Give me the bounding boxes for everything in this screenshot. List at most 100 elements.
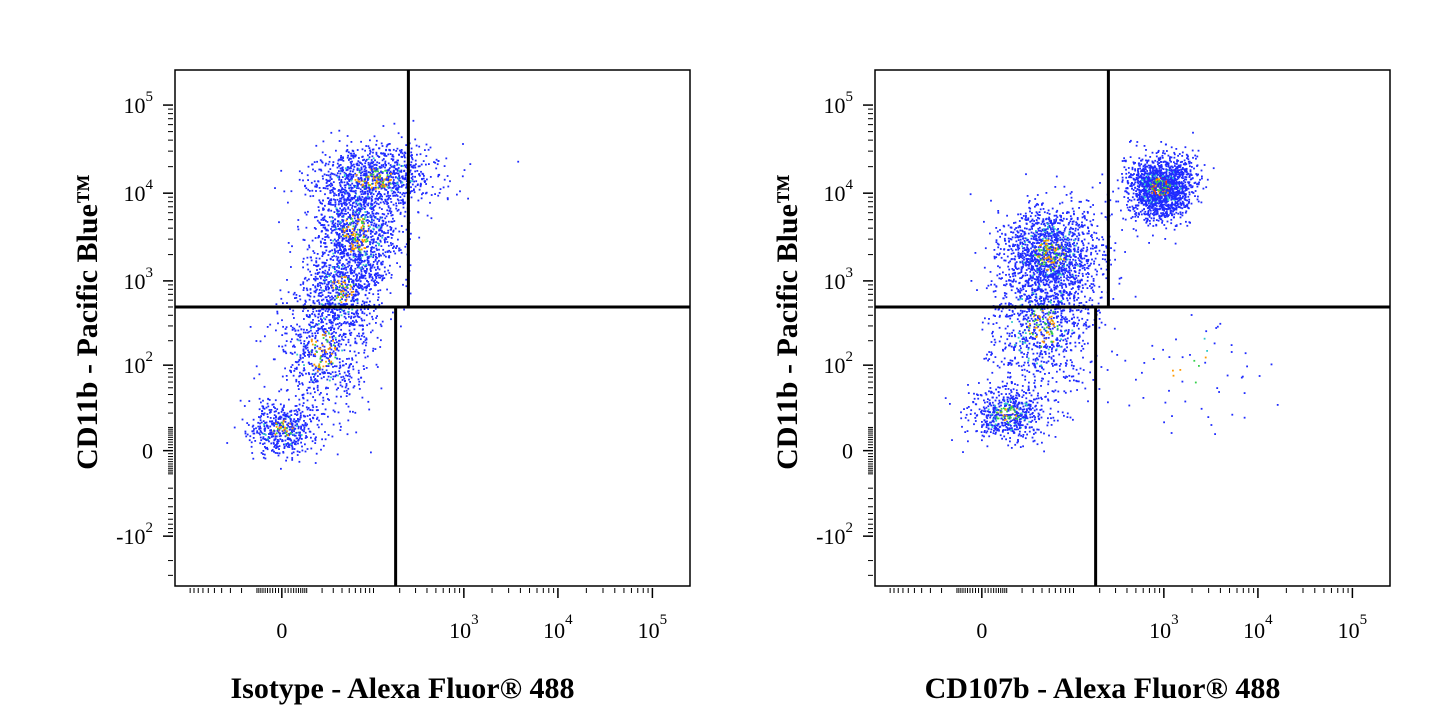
event-point bbox=[379, 201, 382, 204]
event-point bbox=[339, 259, 342, 262]
event-point bbox=[397, 199, 400, 202]
event-point bbox=[299, 414, 302, 417]
event-point bbox=[262, 399, 264, 402]
event-point bbox=[391, 187, 394, 189]
event-point bbox=[372, 206, 375, 209]
event-point bbox=[291, 428, 294, 431]
event-point bbox=[319, 347, 322, 350]
event-point bbox=[358, 213, 360, 215]
event-point bbox=[364, 254, 367, 256]
event-point bbox=[392, 217, 394, 220]
event-point bbox=[323, 216, 325, 219]
event-point bbox=[397, 132, 400, 135]
event-point bbox=[1169, 177, 1172, 180]
event-point bbox=[395, 204, 398, 207]
event-point bbox=[345, 239, 348, 242]
event-point bbox=[282, 426, 284, 428]
event-point bbox=[426, 178, 428, 181]
event-point bbox=[376, 175, 379, 178]
event-point bbox=[344, 283, 347, 286]
event-point bbox=[359, 190, 362, 193]
event-point bbox=[345, 213, 347, 215]
event-point bbox=[364, 162, 367, 165]
event-point bbox=[396, 198, 399, 201]
event-point bbox=[341, 275, 343, 277]
event-point bbox=[264, 447, 267, 450]
event-point bbox=[377, 282, 380, 284]
event-point bbox=[299, 354, 302, 357]
x-tick-label: 103 bbox=[449, 612, 479, 643]
event-point bbox=[305, 187, 308, 190]
event-point bbox=[327, 365, 330, 367]
event-point bbox=[266, 425, 268, 428]
event-point bbox=[384, 169, 387, 172]
event-point bbox=[349, 152, 352, 155]
event-point bbox=[310, 274, 313, 276]
event-point bbox=[342, 294, 345, 296]
event-point bbox=[1133, 210, 1136, 213]
event-point bbox=[365, 301, 368, 304]
event-point bbox=[275, 415, 277, 418]
event-point bbox=[309, 321, 312, 324]
event-point bbox=[293, 439, 296, 442]
event-point bbox=[1131, 205, 1134, 208]
event-point bbox=[385, 255, 387, 258]
event-point bbox=[367, 245, 369, 248]
event-point bbox=[355, 174, 358, 176]
event-point bbox=[366, 222, 369, 224]
event-point bbox=[370, 215, 373, 218]
event-point bbox=[338, 129, 341, 132]
event-point bbox=[380, 142, 383, 145]
event-point bbox=[355, 312, 358, 315]
event-point bbox=[369, 165, 372, 168]
event-point bbox=[336, 266, 338, 268]
event-point bbox=[349, 323, 352, 326]
event-point bbox=[327, 300, 330, 303]
event-point bbox=[333, 317, 336, 319]
event-point bbox=[275, 410, 277, 413]
event-point bbox=[306, 263, 309, 266]
event-point bbox=[263, 442, 266, 445]
event-point bbox=[354, 267, 357, 270]
event-point bbox=[357, 254, 360, 256]
event-point bbox=[387, 184, 390, 187]
event-point bbox=[357, 286, 359, 288]
event-point bbox=[328, 266, 331, 269]
event-point bbox=[346, 358, 348, 360]
event-point bbox=[352, 303, 354, 306]
event-point bbox=[1167, 163, 1170, 166]
event-point bbox=[298, 178, 301, 181]
event-point bbox=[350, 167, 352, 170]
event-point bbox=[328, 379, 331, 382]
event-point bbox=[369, 226, 371, 228]
event-point bbox=[390, 210, 393, 213]
event-point bbox=[391, 182, 394, 185]
event-point bbox=[1163, 203, 1166, 206]
event-point bbox=[297, 385, 299, 387]
event-point bbox=[309, 292, 312, 294]
event-point bbox=[398, 249, 400, 252]
event-point bbox=[306, 346, 309, 349]
event-point bbox=[323, 271, 325, 274]
event-point bbox=[330, 216, 333, 218]
event-point bbox=[333, 330, 335, 333]
event-point bbox=[382, 201, 385, 203]
event-point bbox=[354, 258, 357, 260]
event-point bbox=[355, 342, 358, 345]
event-point bbox=[307, 354, 309, 356]
event-point bbox=[289, 432, 292, 434]
event-point bbox=[276, 423, 279, 426]
event-point bbox=[362, 218, 364, 220]
event-point bbox=[368, 276, 371, 279]
event-point bbox=[332, 366, 334, 368]
event-point bbox=[314, 324, 317, 327]
event-point bbox=[405, 278, 408, 281]
event-point bbox=[341, 349, 343, 352]
event-point bbox=[360, 205, 363, 208]
event-point bbox=[284, 432, 287, 434]
event-point bbox=[376, 155, 379, 157]
event-point bbox=[312, 321, 314, 324]
event-point bbox=[350, 278, 352, 280]
event-point bbox=[368, 191, 371, 193]
event-point bbox=[397, 191, 400, 193]
